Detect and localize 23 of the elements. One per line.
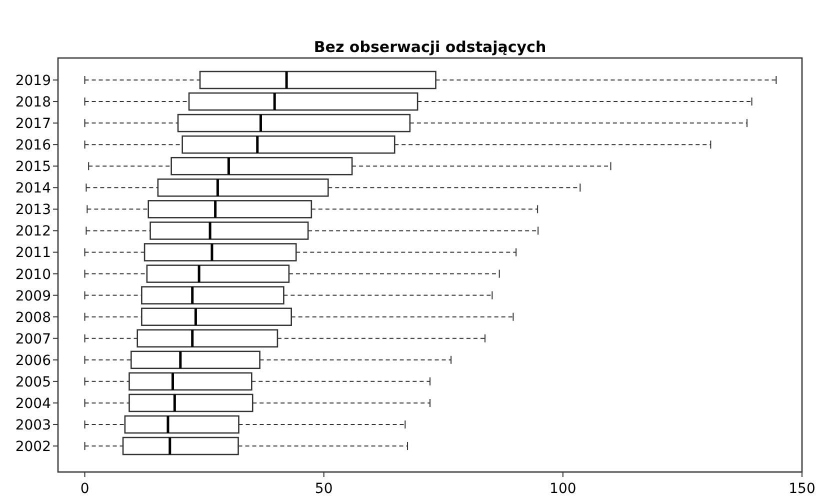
- y-tick-label: 2019: [15, 73, 51, 89]
- y-tick-label: 2008: [15, 310, 51, 326]
- y-tick-label: 2004: [15, 396, 52, 412]
- y-tick-label: 2011: [15, 245, 51, 262]
- y-tick-label: 2009: [15, 288, 51, 304]
- y-tick-label: 2006: [15, 352, 52, 369]
- chart-title: Bez obserwacji odstających: [314, 38, 546, 56]
- y-tick-label: 2012: [15, 224, 51, 240]
- y-tick-label: 2005: [15, 374, 51, 390]
- x-tick-label: 100: [550, 481, 576, 497]
- y-tick-label: 2007: [15, 331, 51, 348]
- y-tick-label: 2016: [15, 138, 52, 154]
- x-tick-label: 150: [788, 481, 816, 497]
- y-tick-label: 2015: [15, 159, 51, 176]
- x-tick-label: 0: [80, 481, 90, 497]
- y-tick-label: 2002: [15, 439, 51, 455]
- y-tick-label: 2003: [15, 417, 51, 434]
- y-tick-label: 2017: [15, 116, 51, 132]
- y-tick-label: 2014: [15, 180, 52, 197]
- x-tick-label: 50: [314, 481, 333, 497]
- y-tick-label: 2013: [15, 202, 51, 218]
- y-tick-label: 2010: [15, 266, 51, 283]
- y-tick-label: 2018: [15, 94, 51, 111]
